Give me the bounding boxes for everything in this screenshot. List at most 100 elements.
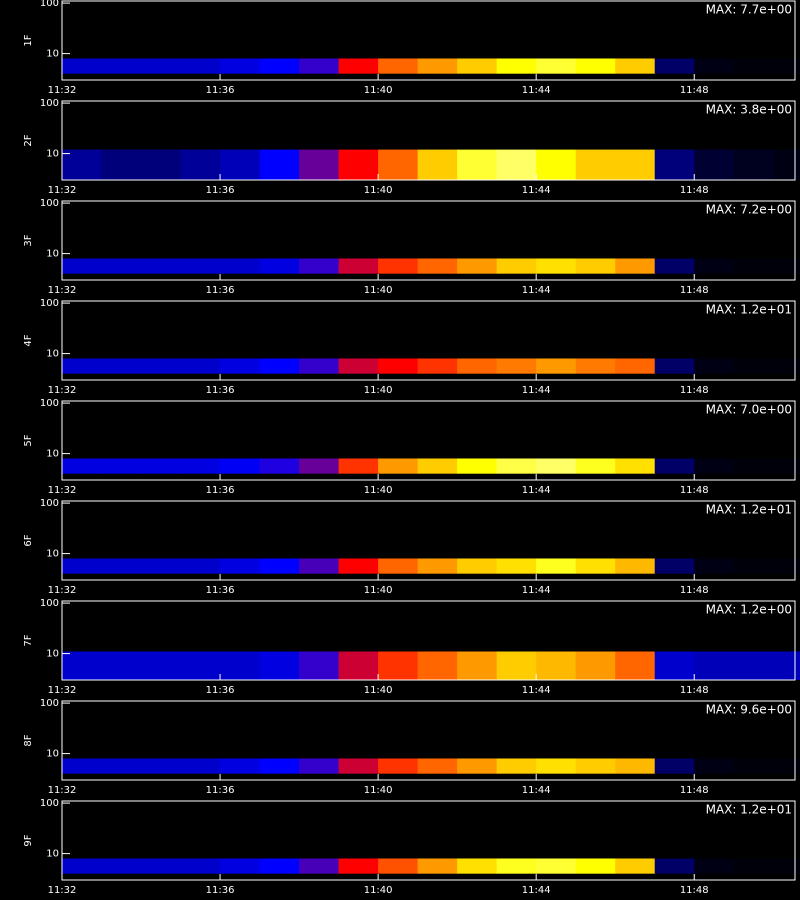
heat-cell	[101, 149, 142, 180]
x-tick-label: 11:40	[364, 785, 393, 796]
x-tick-label: 11:32	[48, 385, 77, 396]
heat-cell	[180, 758, 221, 774]
x-tick-label: 11:44	[522, 685, 551, 696]
heat-cell	[733, 358, 774, 374]
y-tick-label: 10	[46, 149, 59, 160]
heat-cell	[575, 358, 616, 374]
heat-cell	[496, 458, 537, 474]
heat-cell	[141, 358, 182, 374]
heat-cell	[773, 558, 800, 574]
heat-cell	[773, 651, 800, 680]
heat-cell	[141, 149, 182, 180]
heat-cell	[575, 651, 616, 680]
plot-frame	[61, 0, 796, 81]
heat-cell	[615, 58, 656, 74]
heat-cell	[575, 558, 616, 574]
y-tick-label: 10	[46, 449, 59, 460]
heat-cell	[259, 651, 300, 680]
heat-cell	[654, 358, 695, 374]
heat-cell	[654, 558, 695, 574]
heat-cell	[180, 258, 221, 274]
heat-cell	[496, 558, 537, 574]
heat-cell	[457, 258, 498, 274]
heat-cell	[615, 858, 656, 874]
x-tick-label: 11:36	[206, 285, 235, 296]
y-axis-label: 2F	[23, 134, 34, 146]
x-tick-label: 11:32	[48, 685, 77, 696]
heat-cell	[496, 858, 537, 874]
heat-cell	[654, 858, 695, 874]
heat-cell	[259, 558, 300, 574]
heat-cell	[180, 558, 221, 574]
y-tick-label: 10	[46, 649, 59, 660]
heat-cell	[378, 58, 419, 74]
heat-cell	[536, 358, 577, 374]
heat-cell	[259, 258, 300, 274]
heat-cell	[220, 858, 261, 874]
heat-cell	[338, 458, 379, 474]
x-tick-label: 11:40	[364, 185, 393, 196]
heat-cell	[457, 558, 498, 574]
heat-cell	[417, 858, 458, 874]
heat-cell	[378, 758, 419, 774]
heat-cell	[180, 149, 221, 180]
x-tick-label: 11:40	[364, 885, 393, 896]
heat-cell	[694, 558, 735, 574]
heat-cell	[62, 458, 103, 474]
heat-cell	[101, 258, 142, 274]
x-tick-label: 11:40	[364, 85, 393, 96]
heat-cell	[773, 858, 800, 874]
x-tick-label: 11:44	[522, 585, 551, 596]
heat-cell	[141, 758, 182, 774]
y-tick-label: 10	[46, 549, 59, 560]
x-tick-label: 11:32	[48, 585, 77, 596]
y-tick-label: 10	[46, 349, 59, 360]
heat-cell	[101, 458, 142, 474]
x-tick-label: 11:48	[680, 485, 709, 496]
heat-cell	[654, 58, 695, 74]
heat-cell	[378, 258, 419, 274]
heat-cell	[536, 58, 577, 74]
x-tick-label: 11:36	[206, 585, 235, 596]
x-tick-label: 11:36	[206, 485, 235, 496]
heat-cell	[615, 558, 656, 574]
heat-cell	[575, 258, 616, 274]
heat-cell	[62, 258, 103, 274]
heat-cell	[101, 558, 142, 574]
heat-cell	[259, 758, 300, 774]
panel: 11:32 11:36 11:40 11:44 11:48 10 100 6F MAX: 1.2…	[23, 498, 800, 596]
max-annotation: MAX: 1.2e+00	[706, 603, 792, 617]
heat-cell	[733, 58, 774, 74]
heat-cell	[536, 149, 577, 180]
heat-cell	[299, 258, 340, 274]
heat-cell	[575, 149, 616, 180]
x-tick-label: 11:48	[680, 685, 709, 696]
x-tick-label: 11:36	[206, 885, 235, 896]
x-tick-label: 11:36	[206, 385, 235, 396]
max-annotation: MAX: 3.8e+00	[706, 103, 792, 117]
y-tick-label: 10	[46, 849, 59, 860]
heat-cell	[773, 758, 800, 774]
heat-cell	[180, 358, 221, 374]
heat-cell	[378, 651, 419, 680]
heat-cell	[654, 258, 695, 274]
heat-cell	[259, 149, 300, 180]
heat-cell	[62, 358, 103, 374]
y-axis-label: 9F	[23, 834, 34, 846]
x-tick-label: 11:32	[48, 885, 77, 896]
panel: 11:32 11:36 11:40 11:44 11:48 10 100 2F MAX: 3.8…	[23, 98, 800, 196]
heat-cell	[773, 258, 800, 274]
heat-cell	[615, 458, 656, 474]
heat-cell	[299, 58, 340, 74]
heat-cell	[417, 149, 458, 180]
heat-cell	[299, 149, 340, 180]
heat-cell	[417, 458, 458, 474]
heat-cell	[259, 458, 300, 474]
heat-cell	[101, 651, 142, 680]
heat-cell	[694, 258, 735, 274]
heat-cell	[654, 758, 695, 774]
plot-frame	[61, 700, 796, 781]
heat-cell	[220, 149, 261, 180]
heat-cell	[220, 58, 261, 74]
